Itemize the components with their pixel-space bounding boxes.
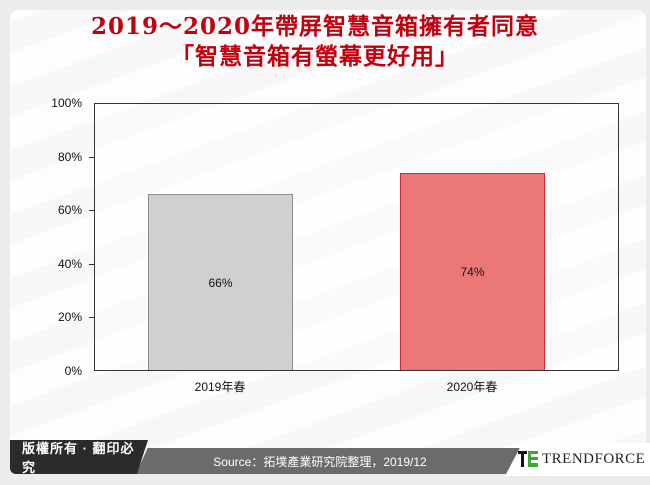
bar-2020: 74% (400, 173, 545, 370)
bar-label-2020: 74% (460, 265, 485, 280)
bar-2019: 66% (148, 194, 293, 370)
footer-band (136, 448, 426, 474)
trendforce-logo: TRENDFORCE (518, 449, 645, 469)
y-tick-mark (89, 210, 94, 211)
brand-name: TRENDFORCE (542, 450, 646, 467)
footer-band-right (410, 448, 520, 474)
bar-label-2019: 66% (208, 275, 233, 290)
title-line-1: 2019～2020年帶屏智慧音箱擁有者同意 (90, 13, 540, 40)
y-tick-40: 40% (57, 257, 82, 271)
source-text: Source：拓墣產業研究院整理，2019/12 (213, 454, 427, 469)
source-note: Source：拓墣產業研究院整理，2019/12 (180, 448, 460, 474)
copyright-text: 版權所有 · 翻印必究 (22, 441, 135, 475)
x-label-2020: 2020年春 (446, 380, 498, 394)
copyright-badge: 版權所有 · 翻印必究 (10, 440, 148, 474)
plot-area: 66% 74% (94, 103, 619, 371)
y-tick-mark (89, 157, 94, 158)
trendforce-logo-icon (518, 449, 538, 469)
y-tick-mark (89, 317, 94, 318)
y-tick-80: 80% (57, 150, 82, 164)
y-tick-0: 0% (64, 364, 82, 378)
y-tick-60: 60% (57, 203, 82, 217)
chart-title: 2019～2020年帶屏智慧音箱擁有者同意 「智慧音箱有螢幕更好用」 (0, 12, 630, 72)
y-tick-mark (89, 264, 94, 265)
x-label-2019: 2019年春 (194, 380, 246, 394)
title-line-2: 「智慧音箱有螢幕更好用」 (171, 43, 459, 70)
y-tick-100: 100% (51, 96, 82, 110)
y-tick-20: 20% (57, 310, 82, 324)
